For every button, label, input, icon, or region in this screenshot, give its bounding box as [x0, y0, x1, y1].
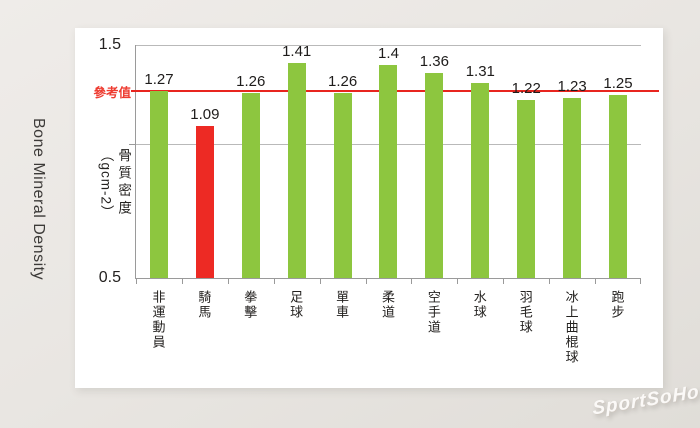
- bar: [609, 94, 628, 278]
- bar-value-label: 1.31: [465, 62, 495, 80]
- bar: [425, 72, 444, 278]
- x-category-label: 拳擊: [242, 290, 258, 320]
- x-category: 單車: [319, 290, 365, 365]
- x-axis-tick: [595, 279, 597, 284]
- y-axis-unit-text: （gcm-2）: [98, 148, 114, 220]
- y-axis-tick-label-bottom: 0.5: [98, 269, 121, 286]
- x-category: 足球: [273, 290, 319, 365]
- bar: [379, 64, 398, 278]
- bar-slot: 1.27: [136, 45, 182, 278]
- x-category: 水球: [456, 290, 502, 365]
- x-axis-tick: [640, 279, 641, 284]
- x-category: 跑步: [594, 290, 640, 365]
- bar-value-label: 1.26: [327, 72, 358, 90]
- x-axis-tick: [136, 279, 137, 284]
- bar-value-label: 1.36: [419, 52, 449, 70]
- reference-line-label: 參考值: [93, 86, 131, 100]
- chart-side-title: Bone Mineral Density: [24, 95, 52, 303]
- x-category-label: 單車: [334, 290, 350, 320]
- bar: [287, 62, 306, 278]
- x-axis-tick: [503, 279, 505, 284]
- bar-value-label: 1.09: [190, 106, 220, 124]
- x-axis-tick: [549, 279, 551, 284]
- bar-value-label: 1.26: [236, 72, 266, 90]
- x-category: 非運動員: [135, 290, 181, 365]
- x-axis-tick: [181, 279, 183, 284]
- gridline-1-5: [136, 45, 641, 46]
- bar-value-label: 1.27: [144, 70, 174, 88]
- y-axis-tick-label-top: 1.5: [98, 36, 121, 53]
- x-axis-tick: [457, 279, 459, 284]
- x-category-label: 空手道: [425, 290, 441, 335]
- x-category-label: 騎馬: [196, 290, 212, 320]
- x-category: 騎馬: [181, 290, 227, 365]
- x-category: 柔道: [365, 290, 411, 365]
- bar: [149, 90, 168, 278]
- x-axis-labels: 非運動員 騎馬 拳擊 足球 單車 柔道 空手道 水球 羽毛球 冰上曲棍球 跑步: [135, 290, 640, 365]
- x-axis-tick: [227, 279, 229, 284]
- bar: [241, 92, 260, 278]
- bar-slot: 1.41: [274, 42, 320, 278]
- bar: [563, 98, 582, 278]
- x-category: 冰上曲棍球: [548, 290, 594, 365]
- x-axis-tick: [411, 279, 413, 284]
- bars-container: 1.27 1.09 1.26 1.41 1.26 1.4 1.36 1.31 1.22 1.23 1…: [136, 42, 641, 278]
- x-category-label: 冰上曲棍球: [563, 290, 579, 365]
- bar-highlighted: [195, 126, 214, 278]
- bar-slot: 1.26: [320, 45, 366, 278]
- bar: [517, 100, 536, 278]
- bar-value-label: 1.22: [511, 80, 541, 98]
- bar-slot: 1.26: [228, 45, 274, 278]
- x-category-label: 足球: [288, 290, 304, 320]
- bar-value-label: 1.41: [282, 42, 312, 60]
- x-category: 空手道: [410, 290, 456, 365]
- x-category: 拳擊: [227, 290, 273, 365]
- bar-slot: 1.31: [457, 45, 503, 278]
- bar-value-label: 1.4: [378, 44, 399, 62]
- x-category-label: 羽毛球: [517, 290, 533, 335]
- bar-slot: 1.22: [503, 45, 549, 278]
- bar-value-label: 1.23: [557, 78, 587, 96]
- x-axis-tick: [319, 279, 321, 284]
- x-category-label: 非運動員: [150, 290, 166, 350]
- bar-value-label: 1.25: [603, 74, 633, 92]
- bar-slot: 1.23: [549, 45, 595, 278]
- x-axis-tick: [273, 279, 275, 284]
- x-category-label: 水球: [471, 290, 487, 320]
- x-category: 羽毛球: [502, 290, 548, 365]
- bar: [333, 92, 352, 278]
- x-axis-tick: [365, 279, 367, 284]
- bar-slot: 1.25: [595, 45, 641, 278]
- y-axis-title-text: 骨質密度: [116, 148, 132, 218]
- x-category-label: 柔道: [379, 290, 395, 320]
- chart-side-title-text: Bone Mineral Density: [30, 117, 47, 281]
- x-category-label: 跑步: [609, 290, 625, 320]
- x-axis-ticks: [136, 278, 641, 284]
- bar: [471, 82, 490, 278]
- plot-area: 1.27 1.09 1.26 1.41 1.26 1.4 1.36 1.31 1.22 1.23 1…: [129, 42, 659, 284]
- y-axis-tick-mark: [129, 144, 136, 145]
- chart-card: 1.5 0.5 參考值 骨質密度 （gcm-2） 1.27 1.09 1.26 1.4…: [75, 28, 663, 388]
- bar-slot: 1.09: [182, 45, 228, 278]
- bar-slot: 1.4: [366, 45, 412, 278]
- y-axis-title: 骨質密度 （gcm-2）: [97, 148, 132, 220]
- bar-slot: 1.36: [411, 45, 457, 278]
